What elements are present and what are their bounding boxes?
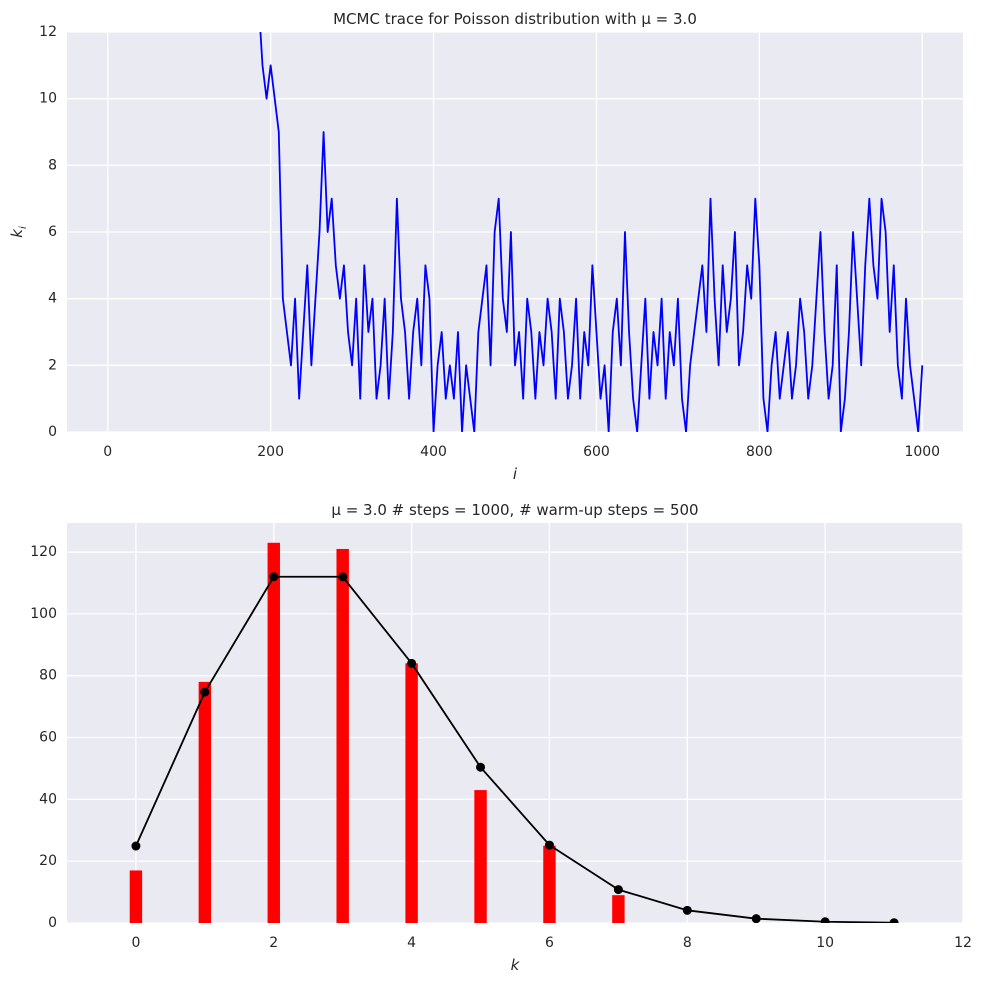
bar bbox=[267, 542, 280, 923]
y-tick-label: 12 bbox=[39, 24, 57, 40]
bar bbox=[543, 845, 556, 923]
expected-point bbox=[131, 841, 141, 851]
x-tick-label: 0 bbox=[131, 935, 140, 951]
y-tick-label: 60 bbox=[39, 730, 57, 746]
expected-point bbox=[200, 687, 210, 697]
y-tick-label: 6 bbox=[48, 224, 57, 240]
expected-point bbox=[338, 572, 348, 582]
x-tick-label: 0 bbox=[103, 444, 112, 460]
y-axis-label: ki bbox=[8, 226, 29, 238]
plot-area bbox=[67, 523, 963, 923]
y-tick-label: 0 bbox=[48, 915, 57, 931]
bar bbox=[612, 895, 625, 923]
x-tick-label: 6 bbox=[545, 935, 554, 951]
trace-line bbox=[259, 32, 924, 432]
y-tick-label: 10 bbox=[39, 91, 57, 107]
chart-title: MCMC trace for Poisson distribution with… bbox=[333, 10, 697, 28]
y-tick-label: 40 bbox=[39, 791, 57, 807]
x-tick-label: 1000 bbox=[904, 444, 940, 460]
expected-point bbox=[820, 917, 830, 923]
bar bbox=[405, 663, 418, 923]
x-tick-label: 8 bbox=[683, 935, 692, 951]
x-tick-label: 12 bbox=[954, 935, 972, 951]
expected-point bbox=[407, 658, 417, 668]
x-tick-label: 200 bbox=[257, 444, 284, 460]
expected-point bbox=[544, 840, 554, 850]
expected-point bbox=[751, 914, 761, 923]
chart-title: μ = 3.0 # steps = 1000, # warm-up steps … bbox=[331, 501, 698, 519]
expected-line bbox=[135, 575, 895, 923]
x-tick-label: 400 bbox=[420, 444, 447, 460]
expected-point bbox=[269, 572, 279, 582]
plot-content bbox=[129, 542, 899, 923]
y-tick-label: 80 bbox=[39, 668, 57, 684]
y-tick-label: 0 bbox=[48, 424, 57, 440]
bar bbox=[198, 681, 212, 923]
bar bbox=[474, 790, 487, 923]
expected-point bbox=[682, 905, 692, 915]
expected-point bbox=[613, 885, 623, 895]
y-axis-label-main: k bbox=[8, 228, 26, 238]
expected-point bbox=[889, 918, 899, 923]
y-tick-label: 4 bbox=[48, 291, 57, 307]
x-tick-label: 800 bbox=[746, 444, 773, 460]
x-axis-label: k bbox=[511, 956, 521, 974]
y-tick-label: 120 bbox=[30, 544, 57, 560]
expected-point bbox=[476, 762, 486, 772]
x-tick-label: 2 bbox=[269, 935, 278, 951]
x-tick-label: 4 bbox=[407, 935, 416, 951]
y-tick-label: 2 bbox=[48, 357, 57, 373]
y-axis-label-subscript: i bbox=[18, 226, 29, 229]
bar bbox=[129, 870, 143, 923]
y-tick-label: 100 bbox=[30, 606, 57, 622]
x-axis-label: i bbox=[513, 465, 518, 483]
plot-content bbox=[259, 32, 924, 432]
x-tick-label: 10 bbox=[816, 935, 834, 951]
bar bbox=[336, 548, 349, 923]
x-tick-label: 600 bbox=[583, 444, 610, 460]
y-tick-label: 8 bbox=[48, 157, 57, 173]
y-tick-label: 20 bbox=[39, 853, 57, 869]
